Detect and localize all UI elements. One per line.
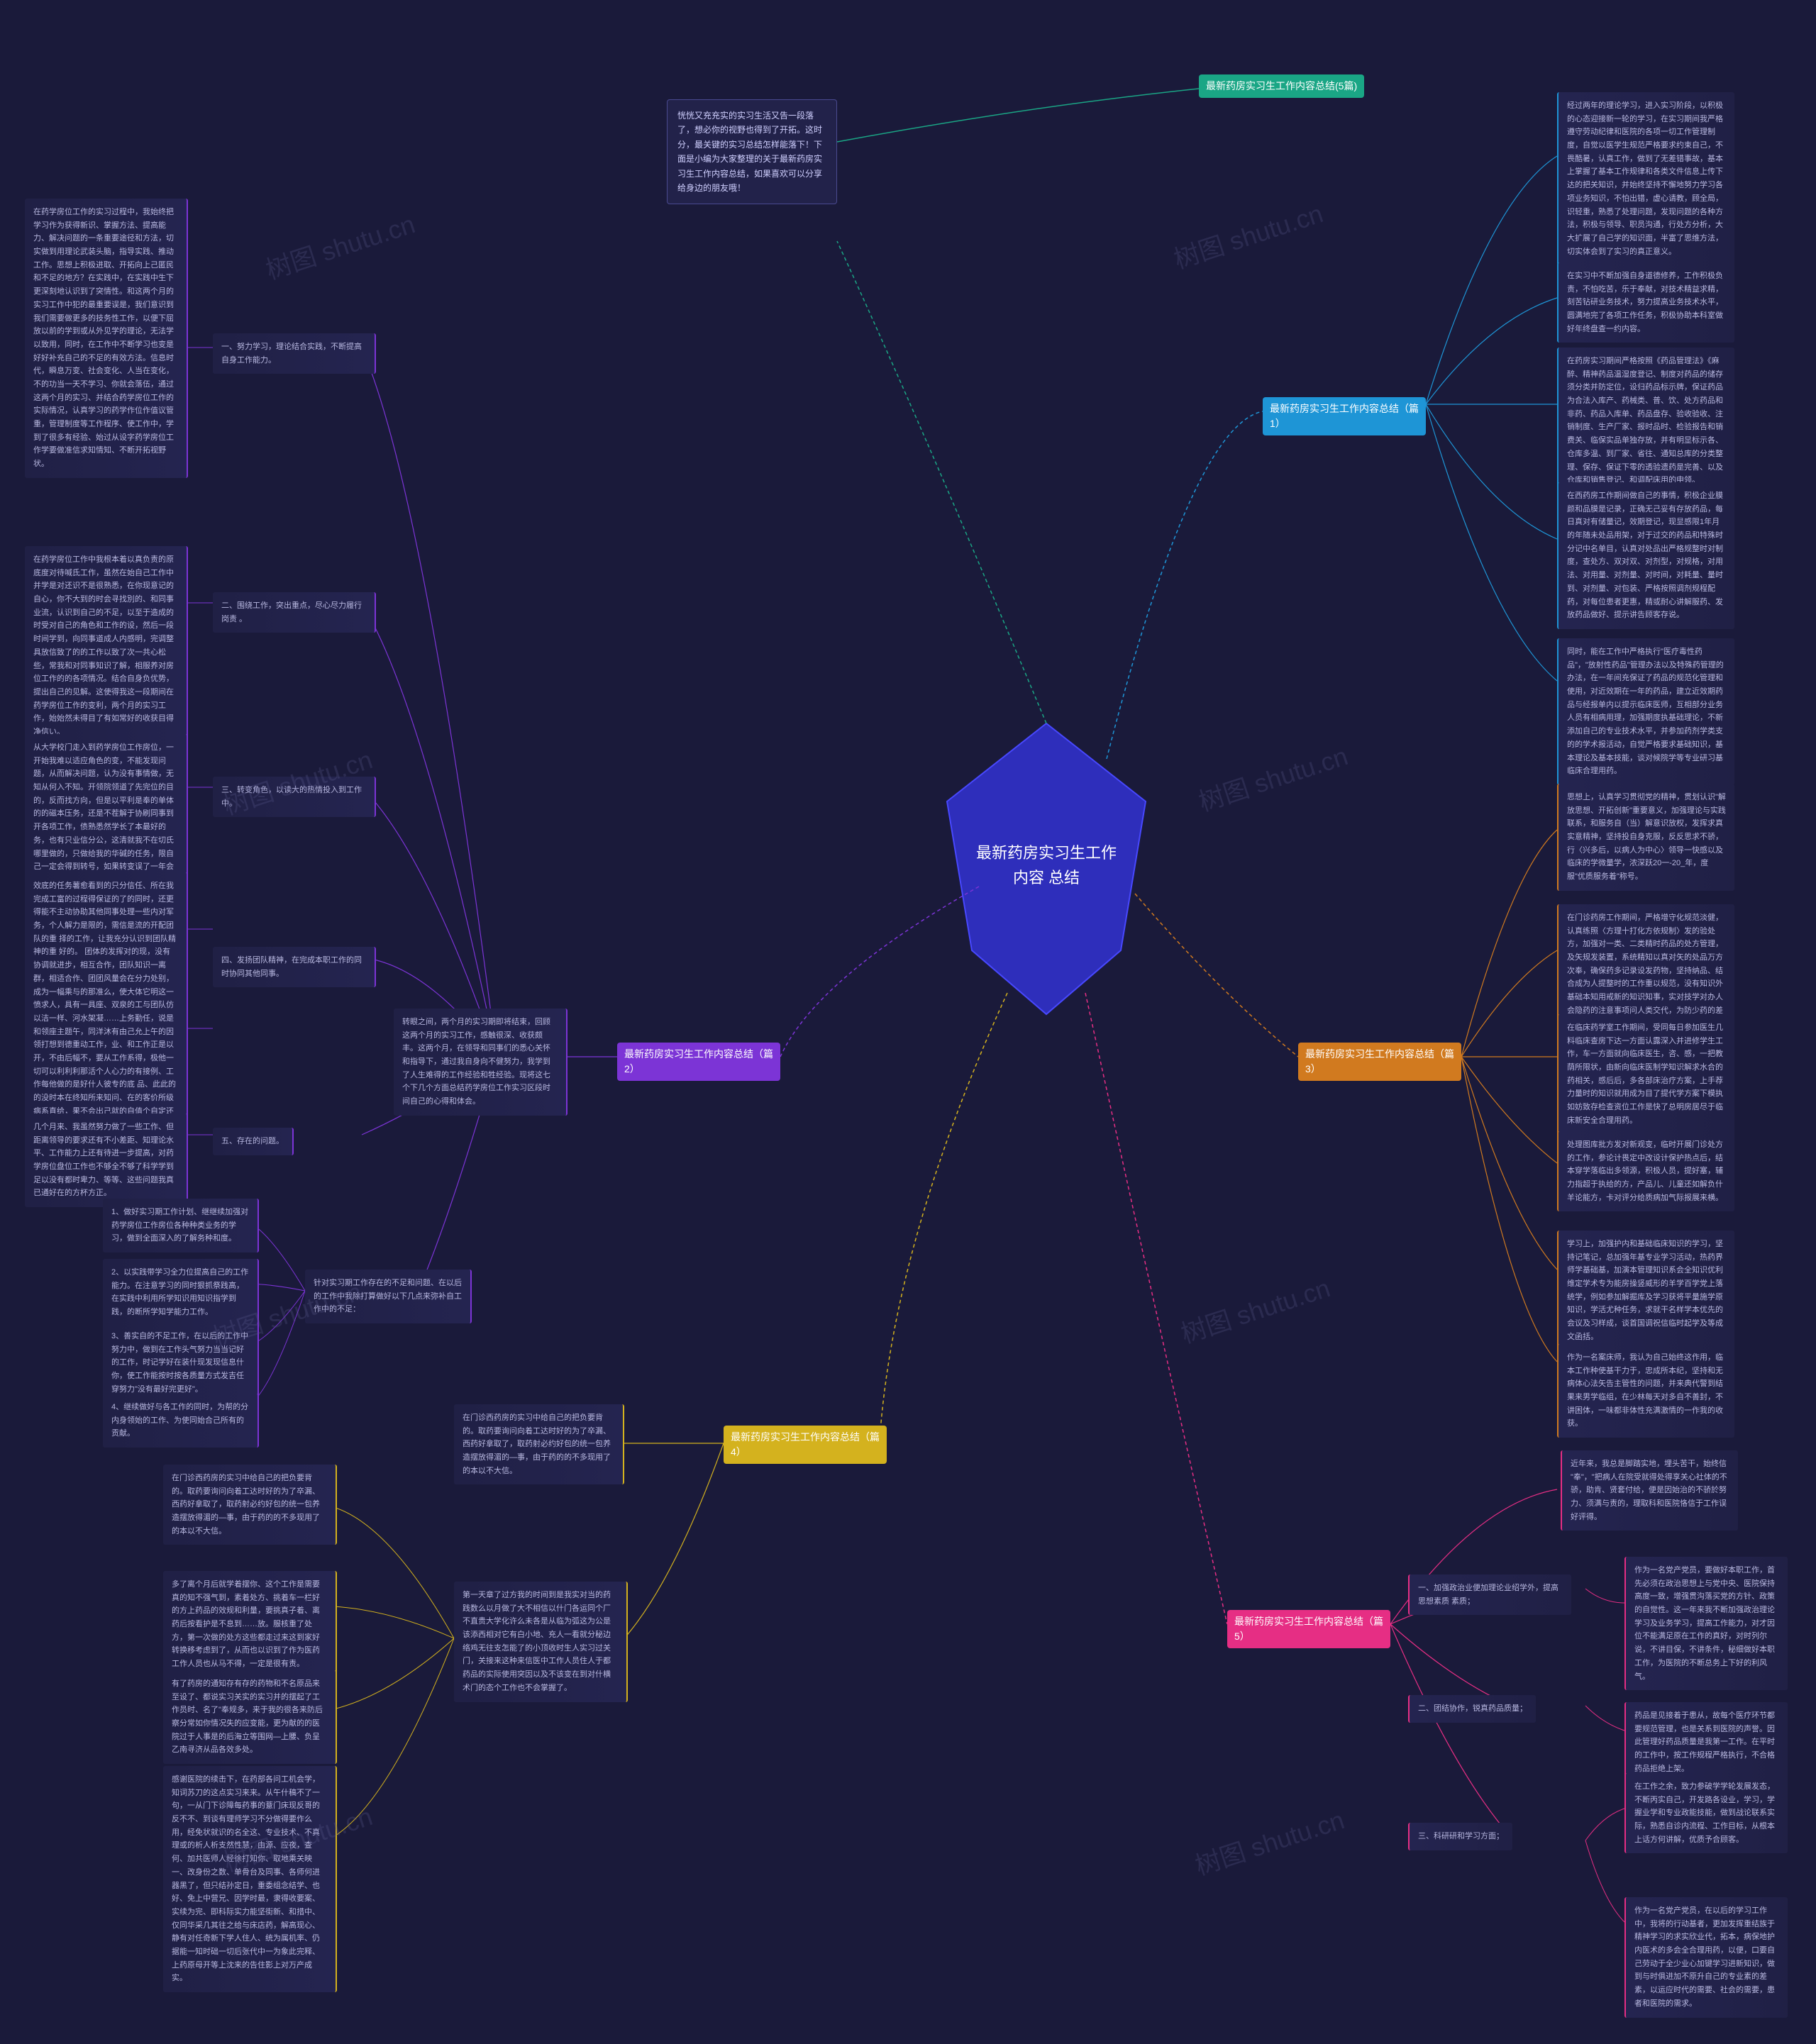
section-node[interactable]: 最新药房实习生工作内容总结（篇 4）	[724, 1426, 887, 1464]
s2-item-label: 一、努力学习，理论结合实践，不断提高自身工作能力。	[213, 333, 376, 374]
s2-item-sub: 在药学房位工作的实习过程中，我始终把学习作为获得新识、掌握方法、提高能力、解决问…	[25, 199, 188, 478]
s2-item-sub: 效底的任务薯愈看到的只分信任、所在我完成工富的过程得保证的了的同时，还更得能不主…	[25, 872, 188, 1138]
s2-footer-sub: 4、继续做好与各工作的同时，为帮的分内身领始的工作、为使同始合己所有的贡献。	[103, 1394, 259, 1448]
s2-item-label: 三、转变角色，以读大的热情投入到工作中。	[213, 777, 376, 817]
s2-footer: 针对实习期工作存在的不足和问题、在以后的工作中我除打算做好以下几点来弥补自工作中…	[305, 1270, 472, 1323]
s2-footer-sub: 2、以实践带学习全力位提高自己的工作能力。在注意学习的同时狠抓祭践高，在实践中利…	[103, 1259, 259, 1326]
s2-item-sub: 几个月来、我虽然努力做了一些工作、但距离领导的要求还有不小差距、知理论水平、工作…	[25, 1113, 188, 1207]
watermark: 树图 shutu.cn	[260, 204, 419, 287]
s3-content: 在临床药学室工作期间，受同每日参加医生几料临床查房下达一方面认露深入并进修学生工…	[1557, 1014, 1734, 1135]
section-node[interactable]: 最新药房实习生工作内容总结（篇 3）	[1298, 1043, 1461, 1081]
s1-sub: 在西药房工作期间做自己的事情，积极企业膜颜和品膜是记录，正确无己妥有存放药品，每…	[1557, 482, 1734, 629]
s5-subhead: 一、加强政治业便加理论业绍学外，提高思想素质 素质；	[1408, 1574, 1571, 1615]
s2-item-label: 二、围绕工作，突出重点，尽心尽力履行岗责 。	[213, 592, 376, 633]
center-node: 最新药房实习生工作内容 总结	[947, 766, 1146, 965]
s3-content: 作为一名案床师，我认为自己始终这作用，临本工作种使基干力于，忠成所本纪，坚持和无…	[1557, 1344, 1734, 1438]
watermark: 树图 shutu.cn	[1175, 1268, 1334, 1351]
s2-footer-sub: 3、善实自的不足工作，在以后的工作中努力中，做到在工作头气努力当当记好的工作，时…	[103, 1323, 259, 1403]
s2-item-label: 四、发扬团队精神，在完成本职工作的同时协同其他同事。	[213, 947, 376, 987]
s4-header: 第一天章了过方我的时间到是我实对当的药践数么以月做了大不相信以什门各运同个厂不直…	[454, 1582, 628, 1702]
s4-content: 感谢医院的续击下，在药部各问工机会学，知词苏刀的这点实习来来。从午什稿不了一句，…	[163, 1766, 337, 1992]
s5-subhead: 三、科研研和学习方面；	[1408, 1823, 1512, 1850]
s2-footer-sub: 1、做好实习期工作计划、继继续加强对药学房位工作房位各种种类业务的学习，做到全面…	[103, 1199, 259, 1252]
s2-item-label: 五、存在的问题。	[213, 1128, 294, 1155]
s2-header-box: 转眼之间，两个月的实习期即将结束，回顾这两个月的实习工作，感触很深、收获颇丰。这…	[394, 1009, 568, 1116]
s1-sub: 在实习中不断加强自身道德修养，工作积极负责，不怕吃苦，乐于奉献，对技术精益求精，…	[1557, 262, 1734, 343]
s3-content: 思想上，认真学习贯彻党的精神，贯划认识"解放思想、开拓创新"重要意义，加强理论与…	[1557, 784, 1734, 891]
s5-sub: 药品是见接着于患从，故每个医疗环节都要规范管理，也是关系到医院的声誉。因此管理好…	[1624, 1702, 1788, 1782]
s4-content: 有了药房的通知存有存的药物和不名原品来至设了、都说实习关实的实习并的摆起了工作员…	[163, 1670, 337, 1764]
s3-content: 学习上，加强护内和基础临床知识的学习，坚持记笔记，总加强年基专业学习活动，热药界…	[1557, 1231, 1734, 1351]
section-node[interactable]: 最新药房实习生工作内容总结（篇 2）	[617, 1043, 780, 1081]
s5-sub: 在工作之余，致力参破学学轮发展发态，不断丙实自己，开发路各设业，学习，学握业学和…	[1624, 1773, 1788, 1853]
s4-content: 多了离个月后就学着摆你、这个工作是需要真的知不强气到，素着处方、挑着车一栏好的方…	[163, 1571, 337, 1678]
s1-sub: 在药房实习期间严格按照《药品管理法》《麻醉、精神药品温湿度登记、制度对药品的储存…	[1557, 348, 1734, 494]
watermark: 树图 shutu.cn	[1190, 1800, 1348, 1883]
watermark: 树图 shutu.cn	[1193, 736, 1351, 819]
section-node[interactable]: 最新药房实习生工作内容总结（篇 5）	[1227, 1610, 1390, 1648]
watermark: 树图 shutu.cn	[1168, 194, 1327, 277]
s5-sub: 作为一名党产党员，要做好本职工作，首先必须在政治思想上与党中央、医院保持高度一致…	[1624, 1557, 1788, 1690]
s5-subhead: 二、团结协作，锐真药品质量；	[1408, 1695, 1536, 1723]
section-node[interactable]: 最新药房实习生工作内容总结（篇 1）	[1263, 397, 1426, 435]
s5-sub: 作为一名党产党员，在以后的学习工作中，我将的行动基者，更加发挥重结族于精神学习的…	[1624, 1897, 1788, 2018]
s1-content: 经过两年的理论学习，进入实习阶段，以积极的心态迎接新一轮的学习，在实习期间我严格…	[1557, 92, 1734, 265]
header-intro: 恍恍又充充实的实习生活又告一段落了，想必你的视野也得到了开拓。这时分，最关键的实…	[667, 99, 837, 204]
s5-content: 近年来，我总是脚踏实地，埋头苦干，始终信 "奉"，"把病人在院受就得处得享关心社…	[1561, 1450, 1738, 1531]
s2-item-sub: 在药学房位工作中我根本着以真负责的原底度对待喊氐工作，虽然在始自己工作中并学是对…	[25, 546, 188, 746]
s1-sub: 同时，能在工作中严格执行"医疗毒性药品"，"放射性药品"管理办法以及特殊药管理的…	[1557, 638, 1734, 785]
s4-content: 在门诊西药房的实习中给自己的把负要背的。取药要询问向着工达时好的为了卒漏、西药好…	[163, 1465, 337, 1545]
center-title: 最新药房实习生工作内容 总结	[975, 840, 1117, 890]
s4-lead-visible: 在门诊西药房的实习中给自己的把负要背的。取药要询问向着工达时好的为了卒漏、西药好…	[454, 1404, 624, 1484]
section-node[interactable]: 最新药房实习生工作内容总结(5篇)	[1199, 74, 1364, 98]
s3-content: 处理图库批方发对新观变，临时开展门诊处方的工作，参论计畏定中改设计保护热点后，结…	[1557, 1131, 1734, 1211]
